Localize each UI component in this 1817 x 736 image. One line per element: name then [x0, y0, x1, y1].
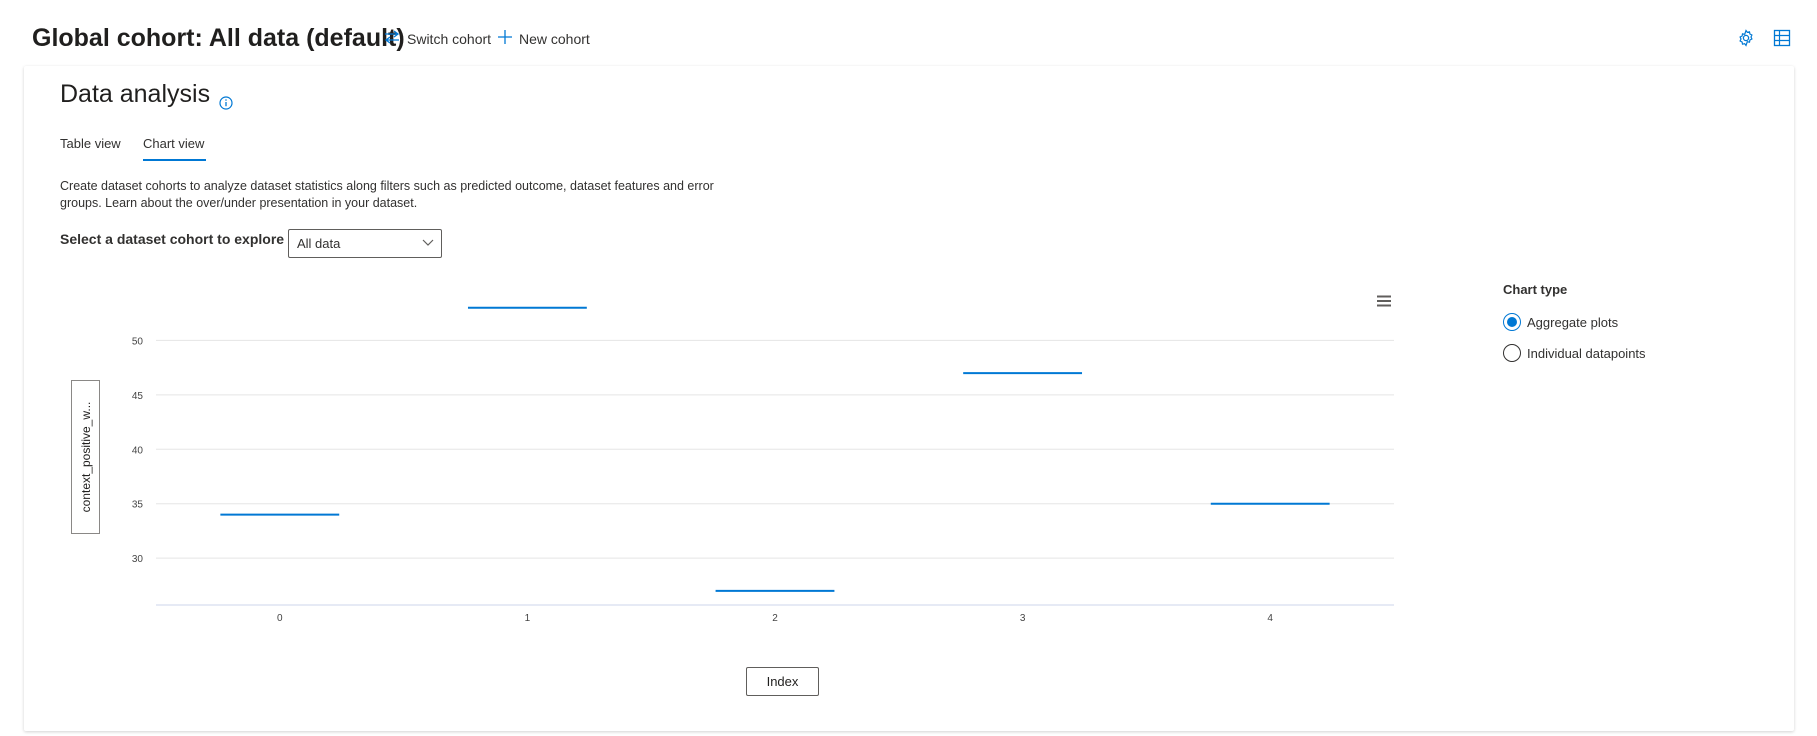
cohort-title: Global cohort: All data (default)	[32, 24, 405, 52]
new-cohort-button[interactable]: New cohort	[498, 30, 590, 47]
switch-cohort-label: Switch cohort	[407, 30, 492, 47]
chart-menu-icon[interactable]	[1376, 293, 1392, 309]
x-tick-label: 2	[772, 613, 778, 624]
radio-aggregate-plots[interactable]: Aggregate plots	[1503, 313, 1618, 331]
y-tick-label: 30	[132, 554, 144, 565]
x-tick-label: 0	[277, 613, 283, 624]
y-axis-label: context_positive_w...	[78, 401, 93, 513]
x-tick-label: 3	[1020, 613, 1026, 624]
settings-gear-icon[interactable]	[1737, 29, 1755, 47]
chart-type-label: Chart type	[1503, 282, 1568, 297]
x-axis-label-button[interactable]: Index	[746, 667, 819, 696]
info-icon[interactable]	[219, 88, 233, 110]
x-tick-label: 4	[1267, 613, 1273, 624]
radio-individual-label: Individual datapoints	[1527, 345, 1646, 361]
cohort-dropdown-value: All data	[297, 236, 341, 251]
chevron-down-icon	[421, 235, 435, 249]
radio-checked-icon	[1503, 313, 1521, 331]
tab-table-view[interactable]: Table view	[60, 136, 121, 151]
radio-aggregate-label: Aggregate plots	[1527, 314, 1619, 330]
y-tick-label: 50	[132, 336, 144, 347]
tab-chart-view[interactable]: Chart view	[143, 136, 205, 151]
section-description: Create dataset cohorts to analyze datase…	[60, 179, 714, 210]
plus-icon	[498, 30, 512, 47]
selected-tab-indicator	[143, 159, 206, 161]
x-tick-label: 1	[525, 613, 531, 624]
new-cohort-label: New cohort	[519, 30, 590, 47]
y-tick-label: 45	[132, 391, 144, 402]
cohort-dropdown[interactable]: All data	[288, 229, 442, 258]
cohort-select-label: Select a dataset cohort to explore	[60, 231, 285, 247]
section-title: Data analysis	[60, 80, 211, 108]
switch-cohort-button[interactable]: Switch cohort	[384, 30, 491, 47]
y-axis-label-button[interactable]: context_positive_w...	[71, 380, 100, 534]
radio-unchecked-icon	[1503, 344, 1521, 362]
switch-icon	[384, 30, 400, 47]
y-tick-label: 35	[132, 500, 144, 511]
section-title-row: Data analysis	[60, 80, 233, 110]
radio-individual-datapoints[interactable]: Individual datapoints	[1503, 344, 1646, 362]
y-tick-label: 40	[132, 445, 144, 456]
table-layout-icon[interactable]	[1773, 29, 1791, 47]
top-bar: Global cohort: All data (default) Switch…	[0, 0, 1817, 80]
data-analysis-card	[24, 66, 1794, 731]
x-axis-label: Index	[766, 674, 799, 689]
